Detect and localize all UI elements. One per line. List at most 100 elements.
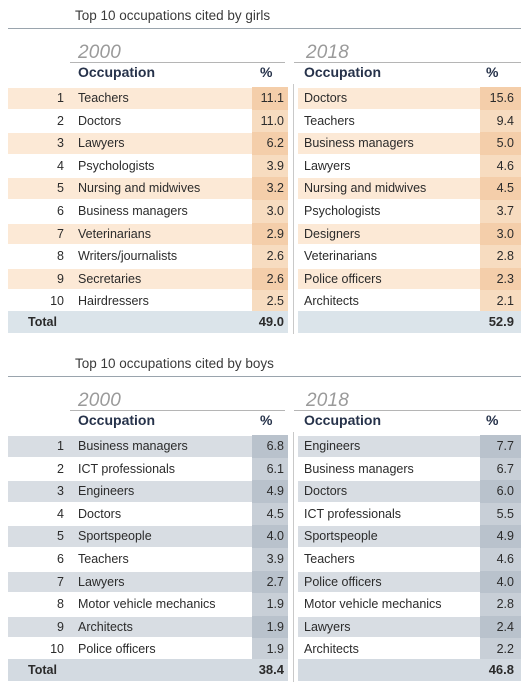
percent-2000: 2.6 bbox=[266, 271, 284, 286]
occupation-2018: Sportspeople bbox=[304, 529, 378, 544]
row-background-2000 bbox=[8, 481, 288, 502]
rank-number: 9 bbox=[57, 271, 64, 286]
total-row-background bbox=[8, 311, 288, 333]
percent-cell-shade bbox=[480, 290, 521, 313]
table-row: 1 Business managers 6.8 Engineers 7.7 bbox=[8, 435, 521, 458]
percent-2018: 7.7 bbox=[496, 439, 514, 453]
table-row: 9 Secretaries 2.6 Police officers 2.3 bbox=[8, 267, 521, 291]
occupation-2018: Lawyers bbox=[304, 158, 351, 173]
occupation-2000: Lawyers bbox=[78, 574, 125, 589]
percent-2018: 6.0 bbox=[496, 484, 514, 499]
table-row: 2 Doctors 11.0 Teachers 9.4 bbox=[8, 109, 521, 133]
occupation-header: Occupation bbox=[304, 64, 382, 80]
row-background-2018 bbox=[298, 88, 521, 109]
rank-number: 1 bbox=[57, 439, 64, 453]
percent-cell-shade bbox=[480, 593, 521, 616]
occupation-2018: Doctors bbox=[304, 484, 348, 499]
row-background-2018 bbox=[298, 268, 521, 290]
occupation-2000: Business managers bbox=[78, 439, 188, 453]
percent-2018: 2.8 bbox=[496, 249, 514, 264]
row-background-2000 bbox=[8, 223, 288, 245]
occupation-2000: Business managers bbox=[78, 203, 188, 218]
rank-number: 5 bbox=[57, 529, 64, 544]
table-row: 5 Sportspeople 4.0 Sportspeople 4.9 bbox=[8, 525, 521, 548]
girls-section-title: Top 10 occupations cited by girls bbox=[75, 8, 271, 23]
percent-cell-shade bbox=[252, 615, 288, 639]
row-background-2000 bbox=[8, 571, 288, 593]
occupation-2018: Doctors bbox=[304, 91, 348, 105]
percent-2018: 2.8 bbox=[496, 597, 514, 612]
percent-cell-shade bbox=[252, 502, 288, 526]
row-background-2018 bbox=[298, 223, 521, 245]
percent-cell-shade bbox=[480, 502, 521, 526]
occupation-header: Occupation bbox=[78, 64, 156, 80]
percent-2018: 4.5 bbox=[496, 181, 514, 196]
percent-2000: 11.1 bbox=[260, 91, 284, 105]
year-label-2000: 2000 bbox=[78, 390, 122, 411]
row-background-2018 bbox=[298, 436, 521, 457]
percent-cell-shade bbox=[480, 245, 521, 268]
percent-2000: 4.5 bbox=[266, 506, 284, 521]
column-separator bbox=[293, 84, 294, 334]
percent-2000: 3.9 bbox=[266, 551, 284, 566]
table-row: 3 Lawyers 6.2 Business managers 5.0 bbox=[8, 132, 521, 155]
occupation-2000: Nursing and midwives bbox=[78, 181, 201, 196]
total-value-2000: 38.4 bbox=[258, 662, 284, 677]
occupation-2018: Psychologists bbox=[304, 203, 381, 218]
row-background-2000 bbox=[8, 268, 288, 290]
percent-2018: 15.6 bbox=[489, 91, 514, 105]
percent-cell-shade bbox=[252, 457, 288, 481]
rank-number: 7 bbox=[57, 226, 64, 241]
percent-cell-shade bbox=[252, 154, 288, 178]
occupation-2018: Business managers bbox=[304, 136, 414, 151]
percent-cell-shade bbox=[480, 547, 521, 571]
row-background-2018 bbox=[298, 571, 521, 593]
percent-2000: 2.7 bbox=[266, 574, 284, 589]
rank-number: 2 bbox=[57, 113, 64, 128]
percent-2000: 1.9 bbox=[266, 642, 284, 657]
percent-header: % bbox=[260, 64, 273, 80]
percent-cell-shade bbox=[480, 570, 521, 594]
percent-2000: 2.9 bbox=[266, 226, 284, 241]
total-row-background bbox=[8, 659, 288, 681]
occupation-2000: Doctors bbox=[78, 506, 122, 521]
percent-cell-shade bbox=[480, 199, 521, 223]
occupation-2018: Architects bbox=[304, 642, 359, 657]
percent-2018: 2.3 bbox=[496, 271, 514, 286]
occupation-2018: Teachers bbox=[304, 551, 355, 566]
occupation-2018: Police officers bbox=[304, 574, 382, 589]
occupation-2018: Police officers bbox=[304, 271, 382, 286]
occupation-2000: Secretaries bbox=[78, 271, 142, 286]
total-label: Total bbox=[28, 663, 57, 677]
percent-cell-shade bbox=[480, 615, 521, 639]
title-divider bbox=[8, 28, 521, 29]
total-row: Total 38.4 46.8 bbox=[8, 659, 521, 681]
girls-table: 1 Teachers 11.1 Doctors 15.6 2 Doctors 11.0 Teac… bbox=[8, 87, 521, 313]
percent-2000: 4.0 bbox=[266, 529, 284, 544]
year-label-2018: 2018 bbox=[306, 42, 350, 63]
percent-cell-shade bbox=[252, 87, 288, 110]
rank-number: 6 bbox=[57, 203, 64, 218]
rank-number: 10 bbox=[50, 294, 64, 309]
occupation-2018: Lawyers bbox=[304, 619, 351, 634]
occupation-2018: Motor vehicle mechanics bbox=[304, 597, 442, 612]
row-background-2018 bbox=[298, 526, 521, 547]
percent-cell-shade bbox=[480, 457, 521, 481]
occupation-2000: Engineers bbox=[78, 484, 135, 499]
percent-2000: 4.9 bbox=[266, 484, 284, 499]
row-background-2018 bbox=[298, 481, 521, 502]
total-value-2018: 52.9 bbox=[488, 314, 514, 329]
row-background-2018 bbox=[298, 133, 521, 154]
table-row: 7 Lawyers 2.7 Police officers 4.0 bbox=[8, 570, 521, 594]
percent-cell-shade bbox=[480, 267, 521, 291]
table-row: 8 Writers/journalists 2.6 Veterinarians 2.8 bbox=[8, 245, 521, 268]
percent-2000: 3.9 bbox=[266, 158, 284, 173]
rank-number: 6 bbox=[57, 551, 64, 566]
total-row: Total 49.0 52.9 bbox=[8, 311, 521, 333]
percent-cell-shade bbox=[252, 290, 288, 313]
rank-number: 3 bbox=[57, 484, 64, 499]
occupation-2018: Veterinarians bbox=[304, 249, 377, 264]
table-row: 8 Motor vehicle mechanics 1.9 Motor vehicle… bbox=[8, 593, 521, 616]
percent-cell-shade bbox=[480, 638, 521, 661]
occupation-2000: Motor vehicle mechanics bbox=[78, 597, 216, 612]
